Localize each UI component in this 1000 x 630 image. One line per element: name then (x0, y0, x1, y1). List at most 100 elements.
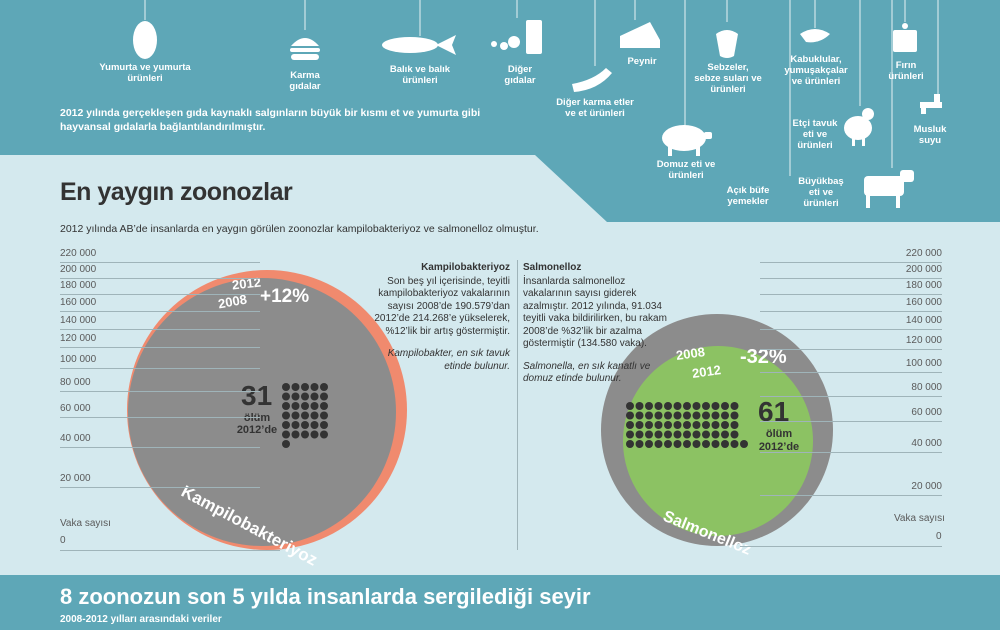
food-label-egg: Yumurta ve yumurta ürünleri (99, 62, 191, 84)
salmo-desc-title: Salmonelloz (523, 262, 582, 273)
death-dot (282, 440, 290, 448)
bottom-band (0, 575, 1000, 630)
death-dot (702, 411, 710, 420)
death-dot (645, 421, 653, 429)
axis-grid-line (60, 368, 260, 369)
death-dot (301, 430, 309, 439)
axis-grid-line (60, 329, 260, 330)
death-dot (320, 392, 328, 401)
death-dot (673, 411, 682, 420)
death-dot (664, 440, 672, 448)
death-dots-salmo (626, 402, 748, 448)
death-dot (291, 402, 300, 410)
axis-tick-label: 160 000 (905, 297, 942, 308)
death-dot (664, 411, 672, 420)
campy-desc-body: Son beş yıl içerisinde, teyitli kampilob… (374, 275, 510, 337)
axis-tick-label: 180 000 (905, 280, 942, 291)
death-dot (320, 421, 328, 429)
death-dot (626, 430, 634, 439)
death-dot (310, 383, 319, 391)
axis-tick-label: 200 000 (60, 264, 97, 275)
death-dot (645, 440, 653, 448)
axis-tick-label: 220 000 (905, 248, 942, 259)
death-dot (320, 430, 328, 439)
death-dot (654, 411, 663, 420)
axis-grid-line (760, 396, 942, 397)
axis-grid-line (60, 487, 260, 488)
food-label-vegetables: Sebzeler, sebze suları ve ürünleri (694, 62, 762, 95)
campy-change: +12% (260, 286, 310, 307)
salmo-description: Salmonelloz İnsanlarda salmonelloz vakal… (523, 262, 673, 386)
axis-tick-label: 80 000 (911, 382, 942, 393)
axis-zero-label: 0 (936, 531, 942, 542)
death-dot (721, 411, 729, 420)
death-dot (282, 402, 290, 410)
death-dot (301, 402, 309, 410)
death-dot (310, 430, 319, 439)
axis-grid-line (760, 262, 942, 263)
food-label-pork: Domuz eti ve ürünleri (656, 159, 716, 181)
death-dot (730, 430, 739, 439)
axis-tick-label: 40 000 (911, 438, 942, 449)
death-dot (291, 392, 300, 401)
axis-grid-line (760, 329, 942, 330)
axis-tick-label: 60 000 (60, 403, 91, 414)
food-label-fish: Balık ve balık ürünleri (389, 64, 451, 86)
pepper-icon (716, 30, 738, 58)
death-dot (654, 440, 663, 448)
axis-tick-label: 220 000 (60, 248, 97, 259)
axis-grid-line (60, 447, 260, 448)
fish-icon (382, 35, 456, 55)
death-dot (683, 402, 691, 410)
section-subtitle: 2012 yılında AB’de insanlarda en yaygın … (60, 223, 539, 235)
death-dot (664, 430, 672, 439)
death-dot (645, 402, 653, 410)
food-label-meat: Diğer karma etler ve et ürünleri (556, 97, 634, 119)
axis-tick-label: 180 000 (60, 280, 97, 291)
axis-grid-line (760, 452, 942, 453)
death-dot (702, 421, 710, 429)
death-dot (702, 430, 710, 439)
death-dot (635, 421, 644, 429)
death-dot (291, 421, 300, 429)
death-dot (683, 440, 691, 448)
death-dot (320, 383, 328, 391)
chicken-icon (844, 108, 874, 146)
death-dot (702, 440, 710, 448)
axis-grid-line (60, 417, 260, 418)
death-dot (635, 411, 644, 420)
death-dot (711, 402, 720, 410)
axis-tick-label: 120 000 (905, 335, 942, 346)
death-dot (654, 421, 663, 429)
death-dot (626, 411, 634, 420)
axis-tick-label: 60 000 (911, 407, 942, 418)
axis-title-left: Vaka sayısı (60, 518, 111, 529)
burger-icon (290, 38, 320, 60)
death-dot (730, 421, 739, 429)
death-dot (282, 392, 290, 401)
food-label-shellfish: Kabuklular, yumuşakçalar ve ürünleri (784, 54, 848, 87)
death-dot (310, 411, 319, 420)
death-dot (301, 421, 309, 429)
death-dot (711, 430, 720, 439)
death-dot (310, 421, 319, 429)
death-dot (692, 430, 701, 439)
food-label-cheese: Peynir (627, 56, 657, 67)
salmo-deaths-label: ölüm (765, 428, 793, 440)
food-label-bovine: Büyükbaş eti ve ürünleri (798, 176, 844, 209)
death-dot (721, 440, 729, 448)
shrimp-icon (800, 29, 830, 43)
death-dot (692, 402, 701, 410)
cheese-icon (620, 22, 660, 48)
death-dot (301, 411, 309, 420)
death-dot (683, 421, 691, 429)
axis-zero-line (60, 550, 280, 551)
death-dot (301, 392, 309, 401)
death-dot (626, 421, 634, 429)
death-dot (664, 402, 672, 410)
campy-deaths: 31 (241, 380, 273, 411)
death-dot (626, 402, 634, 410)
death-dot (626, 440, 634, 448)
death-dot (645, 411, 653, 420)
axis-tick-label: 100 000 (60, 354, 97, 365)
